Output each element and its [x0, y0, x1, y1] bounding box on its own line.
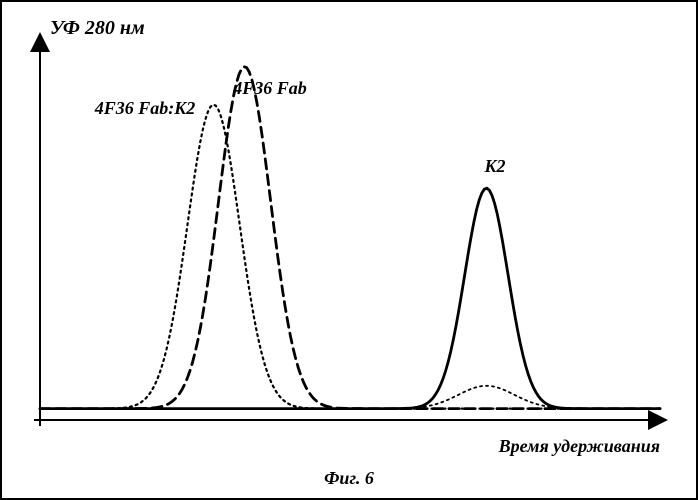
chromatogram-figure: УФ 280 нм Время удерживания 4F36 Fab:K2 4F3… — [0, 0, 698, 500]
series-label-k2: K2 — [483, 156, 505, 176]
figure-border — [1, 1, 697, 499]
series-label-4f36-fab-k2: 4F36 Fab:K2 — [94, 98, 196, 118]
y-axis-label: УФ 280 нм — [50, 17, 145, 39]
figure-caption: Фиг. 6 — [324, 468, 374, 488]
x-axis-label: Время удерживания — [498, 436, 660, 456]
series-label-4f36-fab: 4F36 Fab — [232, 78, 307, 98]
chart-svg: УФ 280 нм Время удерживания 4F36 Fab:K2 4F3… — [0, 0, 698, 500]
